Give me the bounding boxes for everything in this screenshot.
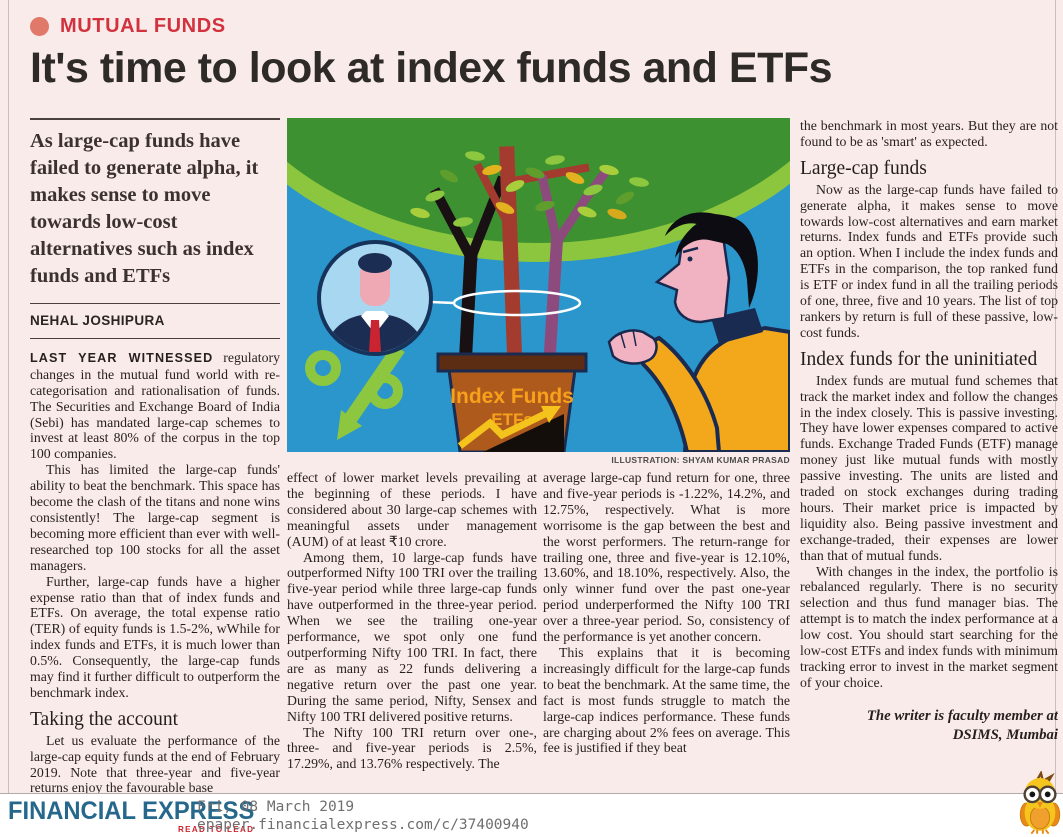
financial-express-logo: FINANCIAL EXPRESS READ TO LEAD — [8, 797, 255, 834]
index-funds-pot: Index Funds ETFs — [436, 352, 588, 452]
body-paragraph: the benchmark in most years. But they ar… — [800, 118, 1058, 149]
body-paragraph: average large-cap fund return for one, t… — [543, 470, 790, 645]
body-paragraph: The Nifty 100 TRI return over one-, thre… — [287, 724, 537, 772]
body-paragraph: Let us evaluate the performance of the l… — [30, 732, 280, 793]
section-bullet-icon — [30, 17, 49, 36]
byline: NEHAL JOSHIPURA — [30, 304, 280, 339]
article-headline: It's time to look at index funds and ETF… — [30, 44, 833, 92]
column-left: As large-cap funds have failed to genera… — [30, 118, 280, 793]
section-header: MUTUAL FUNDS — [30, 15, 226, 38]
section-heading: Large-cap funds — [800, 157, 927, 179]
column-right: the benchmark in most years. But they ar… — [800, 118, 1058, 793]
lead-in: LAST YEAR WITNESSED — [30, 350, 214, 365]
right-page-rule — [1055, 0, 1056, 793]
fund-manager-medallion — [317, 240, 433, 356]
tree-trunks — [430, 146, 611, 376]
body-paragraph: Index funds are mutual fund schemes that… — [800, 372, 1058, 563]
standfirst: As large-cap funds have failed to genera… — [30, 118, 280, 304]
investor-figure — [607, 212, 790, 452]
body-paragraph: Among them, 10 large-cap funds have outp… — [287, 549, 537, 724]
body-paragraph: With changes in the index, the portfolio… — [800, 563, 1058, 690]
column-middle-1: effect of lower market levels prevailing… — [287, 470, 537, 792]
pot-label-line1: Index Funds — [450, 385, 574, 408]
column-middle-2: average large-cap fund return for one, t… — [543, 470, 790, 792]
body-paragraph: Now as the large-cap funds have failed t… — [800, 181, 1058, 340]
section-label: MUTUAL FUNDS — [60, 15, 226, 37]
illustration-credit: ILLUSTRATION: SHYAM KUMAR PRASAD — [611, 455, 790, 465]
growth-arrow-icon — [457, 410, 547, 449]
leaves — [410, 151, 649, 227]
epaper-url[interactable]: epaper.financialexpress.com/c/37400940 — [197, 817, 529, 833]
percent-down-arrow-icon — [305, 344, 405, 440]
open-hand — [607, 329, 658, 365]
body-paragraph: This has limited the large-cap funds' ab… — [30, 462, 280, 573]
article-illustration: Index Funds ETFs — [287, 118, 790, 452]
body-paragraph: Further, large-cap funds have a higher e… — [30, 573, 280, 700]
logo-tagline: READ TO LEAD — [177, 824, 255, 834]
section-heading: Index funds for the uninitiated — [800, 348, 1038, 370]
epaper-meta: Fri, 08 March 2019 epaper.financialexpre… — [197, 798, 529, 834]
owl-mascot-icon — [1019, 771, 1061, 835]
body-paragraph: effect of lower market levels prevailing… — [287, 470, 537, 549]
left-page-rule — [8, 0, 9, 793]
epaper-footer-bar: FINANCIAL EXPRESS READ TO LEAD Fri, 08 M… — [0, 793, 1063, 837]
body-paragraph: This explains that it is becoming increa… — [543, 644, 790, 756]
epaper-date: Fri, 08 March 2019 — [197, 799, 355, 815]
section-heading: Taking the account — [30, 708, 179, 730]
writer-credit: The writer is faculty member at DSIMS, M… — [866, 707, 1058, 743]
body-paragraph: LAST YEAR WITNESSED regulatory changes i… — [30, 349, 280, 462]
